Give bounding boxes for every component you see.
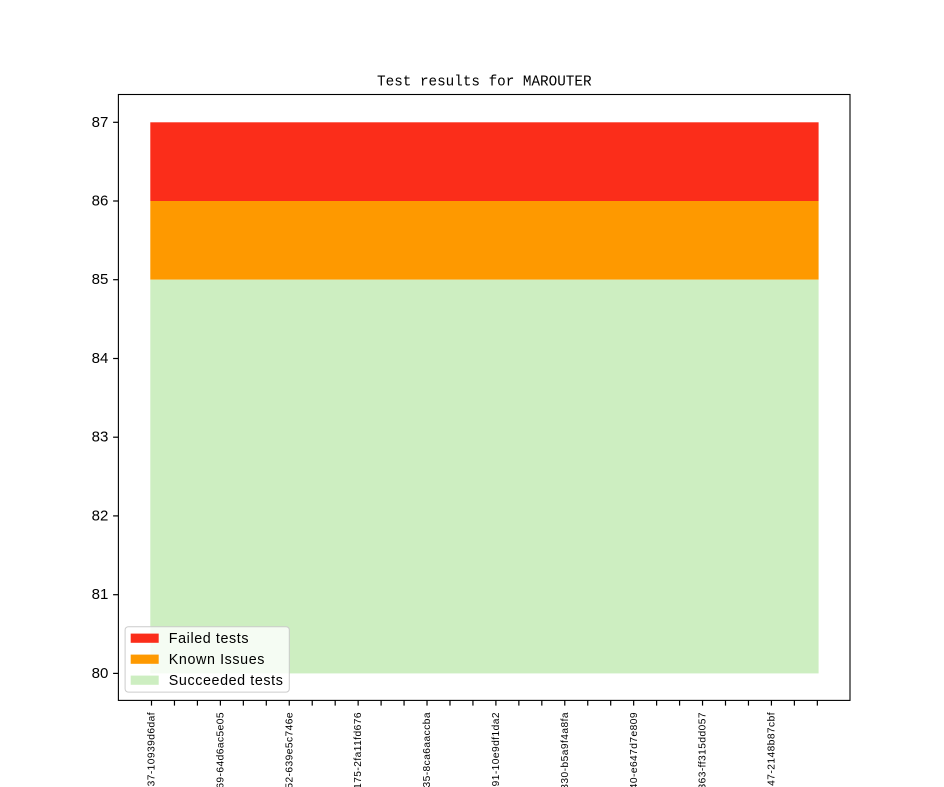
svg-text:87: 87 <box>92 114 109 131</box>
svg-text:83: 83 <box>92 429 109 446</box>
svg-text:330-b5a9f4a8fa: 330-b5a9f4a8fa <box>560 712 571 787</box>
svg-text:81: 81 <box>92 586 109 603</box>
svg-text:84: 84 <box>92 350 109 367</box>
svg-text:Known Issues: Known Issues <box>169 652 265 668</box>
svg-text:80: 80 <box>92 665 109 682</box>
svg-text:363-ff315dd057: 363-ff315dd057 <box>698 712 709 787</box>
svg-text:Test results for MAROUTER: Test results for MAROUTER <box>377 75 592 91</box>
svg-text:Failed tests: Failed tests <box>169 631 249 647</box>
svg-text:52-639e5c746e: 52-639e5c746e <box>284 712 295 787</box>
svg-text:86: 86 <box>92 193 109 210</box>
svg-text:Succeeded tests: Succeeded tests <box>169 673 284 689</box>
svg-text:40-e647d7e809: 40-e647d7e809 <box>629 712 640 787</box>
svg-text:69-64d6ac5e05: 69-64d6ac5e05 <box>215 712 226 787</box>
svg-text:82: 82 <box>92 507 109 524</box>
svg-text:175-2fa11fd676: 175-2fa11fd676 <box>353 712 364 787</box>
svg-text:85: 85 <box>92 271 109 288</box>
svg-text:91-10e9df1da2: 91-10e9df1da2 <box>491 712 502 786</box>
svg-text:47-2148b87cbf: 47-2148b87cbf <box>767 712 778 786</box>
svg-text:37-10939d6daf: 37-10939d6daf <box>147 712 158 786</box>
svg-text:35-8ca6aaccba: 35-8ca6aaccba <box>422 712 433 787</box>
